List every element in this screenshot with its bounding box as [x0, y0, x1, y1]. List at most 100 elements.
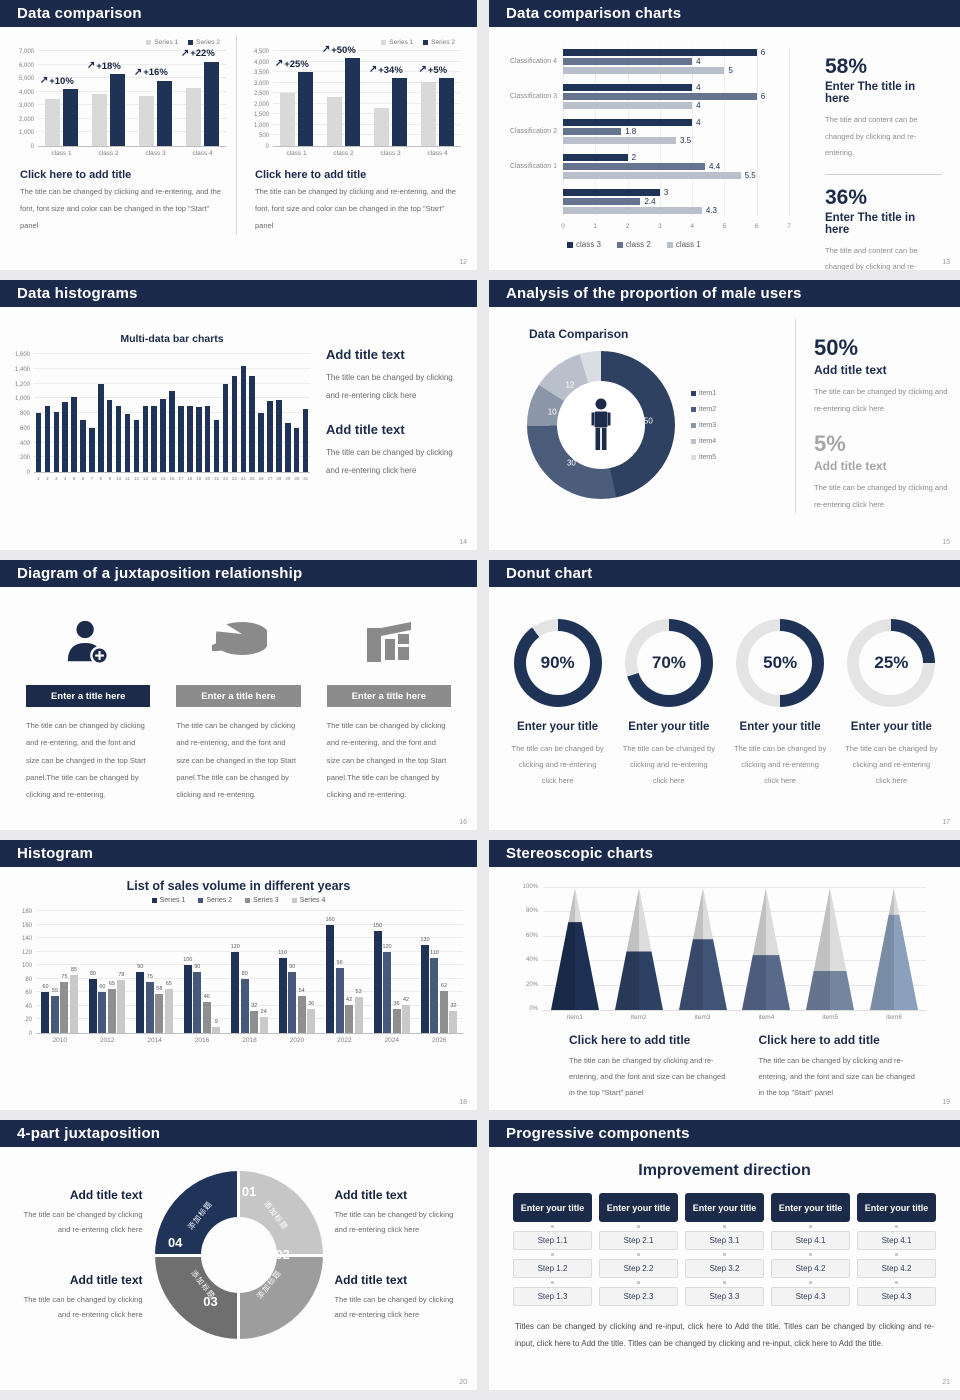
bar — [204, 405, 211, 472]
bar-value-label: 46 — [203, 993, 210, 1000]
legend-swatch — [616, 241, 623, 248]
legend: Series 1 Series 2 — [12, 39, 220, 46]
step-box: Step 1.3 — [513, 1287, 592, 1306]
bar — [98, 383, 104, 472]
gridline — [36, 977, 463, 979]
bar-group — [123, 355, 132, 472]
connector-dot — [895, 1225, 898, 1228]
bar — [421, 81, 436, 146]
donut-item: 70% Enter your title The title can be ch… — [616, 619, 721, 788]
gridline — [38, 77, 226, 79]
bar: 75 — [60, 974, 69, 1033]
x-tick-label: class 4 — [192, 150, 213, 157]
bar-value-label: 110 — [278, 950, 288, 957]
block-title: Add title text — [334, 1273, 408, 1287]
bar — [563, 198, 641, 205]
slide-male-users-proportion[interactable]: Analysis of the proportion of male users… — [489, 280, 960, 550]
slide-stereoscopic-charts[interactable]: Stereoscopic charts 0% 20% 40% 60% 80% 100% i… — [489, 840, 960, 1110]
person-add-icon — [67, 620, 110, 665]
slide-title: Diagram of a juxtaposition relationship — [17, 565, 303, 582]
bar — [280, 93, 295, 146]
bar-group: Classification 4 6 4 5 — [497, 47, 803, 76]
slide-histogram[interactable]: Histogram List of sales volume in differ… — [0, 840, 477, 1110]
slide-progressive-components[interactable]: Progressive components Improvement direc… — [489, 1120, 960, 1390]
block-body-text: The title can be changed by clicking and… — [758, 1056, 915, 1097]
bar: 110 — [278, 950, 287, 1033]
step-column: Enter your title Step 1.1 Step 1.2 Step 1.3 — [513, 1193, 592, 1306]
bar-group: ↗ +34% — [367, 52, 414, 146]
bar-group — [52, 355, 61, 472]
step-box: Step 4.3 — [771, 1287, 850, 1306]
bar: 96 — [335, 960, 344, 1033]
step-box: Step 2.2 — [599, 1259, 678, 1278]
x-tick-label: 6 — [754, 223, 759, 230]
bar-group: 150 120 36 42 — [368, 912, 415, 1033]
slide-juxtaposition-relationship[interactable]: Diagram of a juxtaposition relationship … — [0, 560, 477, 830]
slide-data-histograms[interactable]: Data histograms Multi-data bar charts 0 2… — [0, 280, 477, 550]
step-column: Enter your title Step 3.1 Step 3.2 Step 3.3 — [685, 1193, 764, 1306]
bars: 3 2.4 4.3 — [563, 187, 789, 216]
legend-item: Series 3 — [245, 897, 279, 904]
x-tick-label: 2018 — [242, 1037, 257, 1044]
x-tick-label: item4 — [758, 1014, 775, 1021]
legend-swatch — [423, 40, 429, 45]
y-tick-label: 200 — [19, 455, 30, 462]
bar — [249, 376, 255, 472]
bar-value-label: 42 — [402, 996, 410, 1003]
bar-value-label: 75 — [61, 974, 68, 981]
panel-body-text: The title can be changed by clicking and… — [20, 187, 221, 230]
bar-group: ↗ +10% — [38, 52, 85, 146]
card: Enter a title here The title can be chan… — [26, 613, 151, 803]
bars: 2 4.4 5.5 — [563, 152, 789, 181]
left-text-column: Add title text The title can be changed … — [20, 1188, 155, 1322]
slide-donut-chart[interactable]: Donut chart 90% Enter your title The tit… — [489, 560, 960, 830]
plot-area — [543, 881, 926, 1011]
bar-group — [177, 355, 186, 472]
chart-title: Data Comparison — [529, 327, 629, 341]
gridline — [273, 81, 461, 83]
legend-swatch — [666, 241, 673, 248]
legend-item: item1 — [691, 390, 716, 397]
bar: 24 — [259, 1009, 268, 1033]
stat-body-text: The title and content can be changed by … — [825, 115, 918, 157]
y-tick-label: 1,200 — [14, 381, 30, 388]
bar-group — [96, 355, 105, 472]
connector-dot — [895, 1253, 898, 1256]
bar — [392, 78, 407, 146]
gridline — [38, 131, 226, 133]
legend-label: item4 — [699, 437, 717, 445]
section-heading: Improvement direction — [638, 1162, 811, 1179]
x-axis: class 1 class 2 class 3 class 4 — [38, 147, 226, 157]
title-bar: Enter a title here — [176, 685, 301, 707]
growth-annotation: ↗ +16% — [134, 67, 168, 78]
bar: 150 — [373, 923, 382, 1033]
connector-dot — [637, 1253, 640, 1256]
bar-chart-canvas: 0 500 1,000 1,500 2,000 2,500 3,000 3,500 4,000 4… — [247, 45, 461, 157]
bar-value-label: 36 — [393, 1000, 400, 1007]
bars: 4 6 4 — [563, 82, 789, 111]
bar: 80 — [240, 971, 249, 1033]
block-title: Add title text — [326, 422, 405, 438]
bar: 42 — [402, 997, 411, 1033]
x-tick-label: 2016 — [194, 1037, 210, 1044]
legend-item: Series 2 — [188, 39, 220, 46]
slide-4-part-juxtaposition[interactable]: 4-part juxtaposition Add title text The … — [0, 1120, 477, 1390]
x-tick-label: 10 — [116, 476, 122, 481]
text-block: Add title text The title can be changed … — [335, 1188, 458, 1237]
segmented-ring-diagram: 01 02 03 04 添加标题 添加标题 添加标题 添加标题 — [154, 1171, 323, 1339]
bar-value-label: 4.3 — [705, 205, 717, 215]
bar — [258, 413, 264, 472]
slide-data-comparison-charts[interactable]: Data comparison charts Classification 4 6… — [489, 0, 960, 270]
bar-value-label: 1.8 — [625, 126, 637, 136]
bar-groups: 60 55 75 85 80 60 65 78 90 75 58 65 100 90 46 9 120 80 32 2… — [36, 912, 463, 1033]
slide-data-comparison[interactable]: Data comparison Series 1 Series 2 0 1,000… — [0, 0, 477, 270]
up-arrow-icon: ↗ — [39, 75, 49, 86]
bar — [106, 399, 113, 472]
block-title: Add title text — [69, 1188, 143, 1202]
bar-group — [114, 355, 123, 472]
stat-block: 36% Enter The title in here The title an… — [825, 186, 942, 271]
growth-percent: +34% — [378, 64, 403, 76]
slide-title-bar: 4-part juxtaposition — [0, 1120, 477, 1147]
x-tick-label: class 4 — [427, 150, 448, 157]
y-tick-label: 100 — [21, 963, 32, 970]
